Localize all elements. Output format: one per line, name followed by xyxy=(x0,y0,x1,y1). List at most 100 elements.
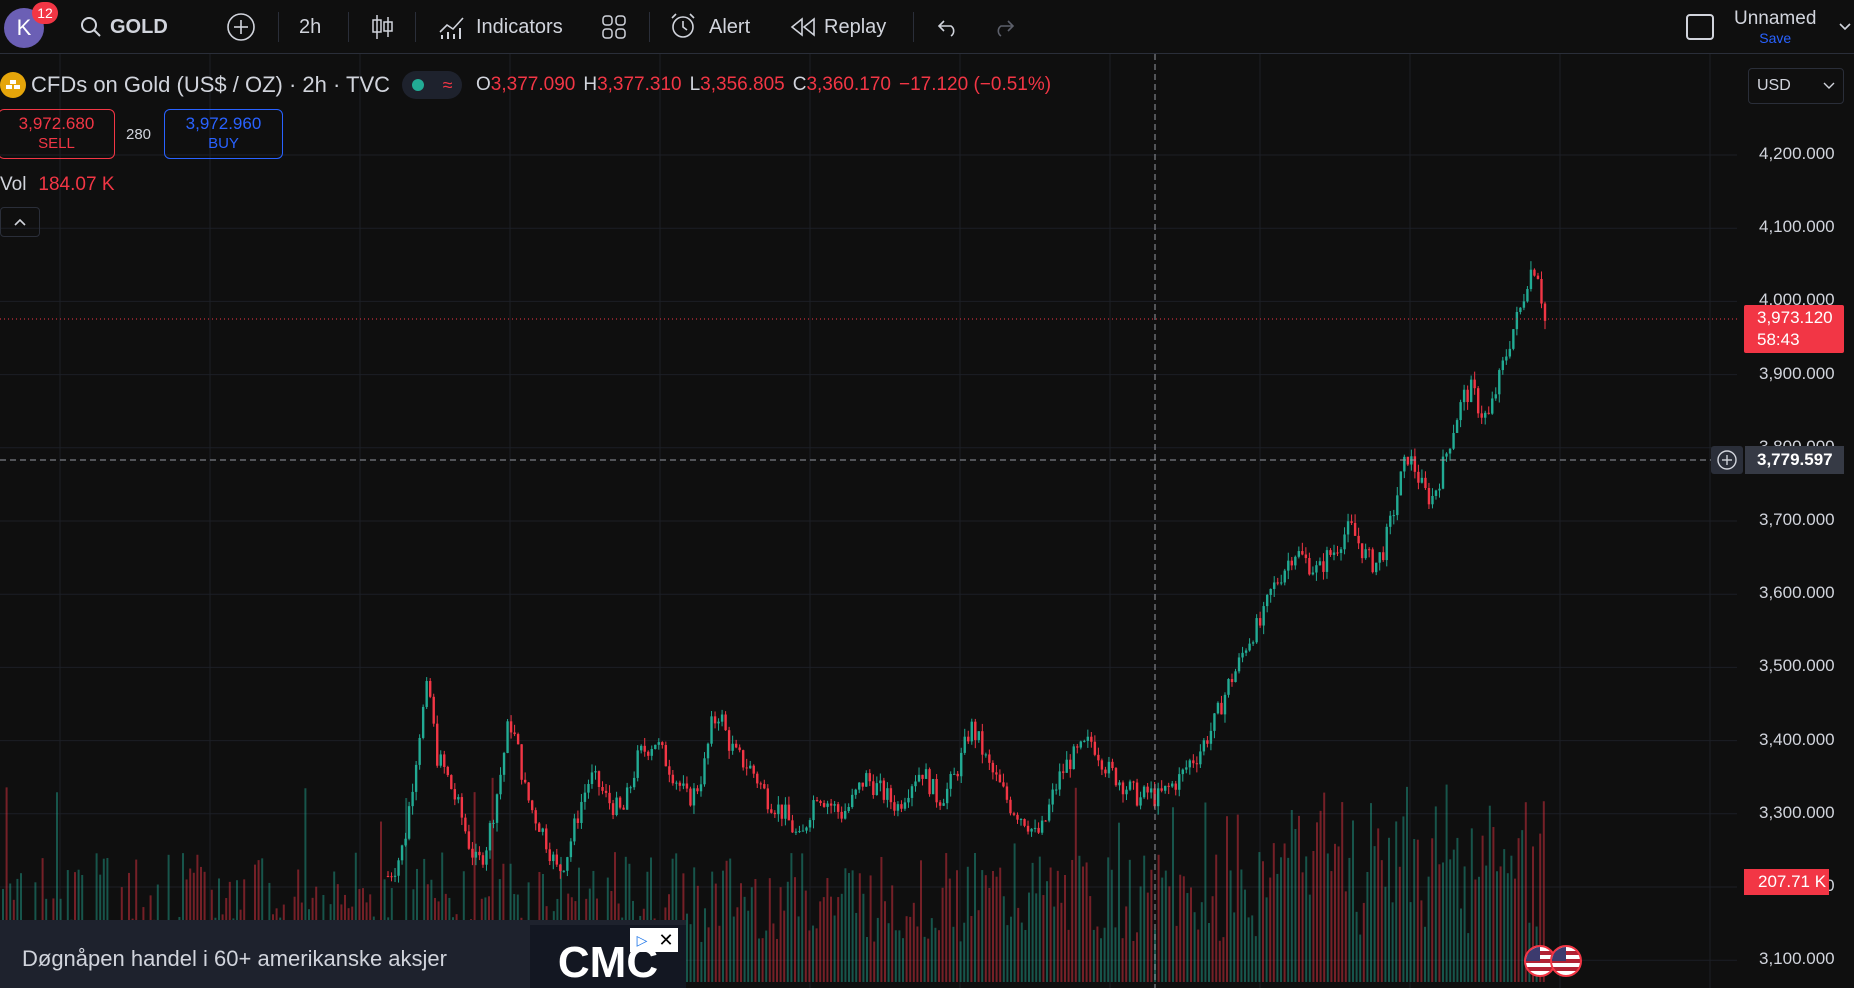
layout-menu-button[interactable] xyxy=(1838,0,1852,54)
ohlc-values: O3,377.090 H3,377.310 L3,356.805 C3,360.… xyxy=(476,74,1051,96)
compare-add-button[interactable] xyxy=(226,0,256,54)
candle-body xyxy=(523,779,527,783)
candle-body xyxy=(1526,289,1529,302)
candle-body xyxy=(538,823,541,832)
ad-text[interactable]: Døgnåpen handel i 60+ amerikanske aksjer xyxy=(22,946,447,971)
volume-bar xyxy=(1020,922,1023,982)
volume-bar xyxy=(1128,859,1131,982)
candle-body xyxy=(1427,488,1431,505)
candle-body xyxy=(798,831,801,833)
candle-body xyxy=(1420,477,1424,483)
candle-body xyxy=(559,864,562,872)
candle-body xyxy=(942,803,945,806)
candle-body xyxy=(1128,781,1132,790)
candle-body xyxy=(587,783,590,793)
candle-body xyxy=(1445,453,1448,457)
candle-body xyxy=(386,876,390,878)
plus-circle-icon xyxy=(227,13,255,41)
candle-body xyxy=(836,804,840,812)
candle-body xyxy=(625,787,629,810)
volume-bar xyxy=(1017,907,1020,982)
price-chart[interactable] xyxy=(0,0,1737,988)
volume-bar xyxy=(837,897,840,982)
volume-bar xyxy=(1121,938,1124,982)
candle-body xyxy=(938,802,942,806)
candle-body xyxy=(696,788,699,792)
volume-bar xyxy=(1352,820,1354,982)
symbol-label: GOLD xyxy=(110,15,168,38)
volume-bar xyxy=(1442,862,1444,982)
alert-button[interactable]: Alert xyxy=(669,0,750,54)
high-key: H xyxy=(583,74,598,95)
candle-body xyxy=(893,802,896,811)
volume-bar xyxy=(491,777,494,982)
volume-bar xyxy=(1391,902,1394,982)
candle-body xyxy=(457,797,460,800)
candle-body xyxy=(1424,477,1427,489)
volume-bar xyxy=(1362,902,1365,982)
layout-toggle-button[interactable] xyxy=(1686,0,1714,54)
volume-bar xyxy=(1470,828,1473,982)
candle-body xyxy=(1023,819,1026,826)
symbol-search-button[interactable]: GOLD xyxy=(80,0,168,54)
candle-body xyxy=(1206,740,1209,744)
undo-icon xyxy=(937,20,955,37)
candle-body xyxy=(1107,761,1111,774)
replay-button[interactable]: Replay xyxy=(790,0,886,54)
volume-bar xyxy=(1269,877,1272,982)
market-status-pill[interactable]: ≈ xyxy=(402,71,463,99)
candle-body xyxy=(815,800,819,802)
price-tick-label: 4,100.000 xyxy=(1759,217,1835,237)
save-link[interactable]: Save xyxy=(1759,30,1792,46)
candle-body xyxy=(935,779,938,803)
volume-bar xyxy=(1118,822,1120,982)
layout-name-button[interactable]: Unnamed Save xyxy=(1734,0,1816,54)
volume-bar xyxy=(891,885,894,982)
collapse-legend-button[interactable] xyxy=(0,207,40,237)
candle-body xyxy=(1248,643,1251,651)
ad-choices-icon[interactable]: ▷ xyxy=(630,928,654,952)
toolbar-divider xyxy=(348,12,349,42)
add-alert-plus-button[interactable] xyxy=(1711,446,1743,474)
candle-body xyxy=(1163,785,1167,791)
buy-button[interactable]: 3,972.960 BUY xyxy=(164,109,283,159)
candle-body xyxy=(900,804,903,809)
volume-bar xyxy=(1172,807,1174,982)
candle-body xyxy=(756,773,759,784)
volume-bar xyxy=(1103,927,1106,982)
ad-close-icon[interactable]: ✕ xyxy=(654,928,678,952)
volume-bar xyxy=(1424,926,1426,982)
candle-body xyxy=(914,781,917,787)
indicators-button[interactable]: Indicators xyxy=(438,0,563,54)
candle-body xyxy=(1209,730,1213,744)
candle-body xyxy=(545,828,548,850)
volume-bar xyxy=(1337,846,1340,982)
candle-body xyxy=(1522,301,1526,308)
price-axis[interactable]: 4,200.0004,100.0004,000.0003,900.0003,80… xyxy=(1737,54,1854,988)
candle-body xyxy=(995,772,998,775)
volume-bar xyxy=(952,926,955,982)
layouts-button[interactable] xyxy=(601,0,627,54)
volume-bar xyxy=(963,922,966,982)
candle-body xyxy=(1146,786,1149,793)
chart-type-button[interactable] xyxy=(370,0,394,54)
candle-body xyxy=(615,797,618,815)
economic-events[interactable] xyxy=(1524,945,1582,977)
candle-body xyxy=(1448,448,1452,454)
candle-body xyxy=(1501,360,1504,371)
interval-button[interactable]: 2h xyxy=(299,0,321,54)
symbol-title[interactable]: CFDs on Gold (US$ / OZ) · 2h · TVC xyxy=(31,72,391,97)
undo-button[interactable] xyxy=(936,0,960,54)
sell-button[interactable]: 3,972.680 SELL xyxy=(0,109,115,159)
candle-body xyxy=(1058,771,1061,790)
volume-bar xyxy=(1330,871,1333,982)
us-flag-icon[interactable] xyxy=(1524,945,1556,977)
currency-select[interactable]: USD xyxy=(1748,68,1844,104)
volume-bar xyxy=(725,860,728,982)
us-flag-icon[interactable] xyxy=(1550,945,1582,977)
candle-body xyxy=(404,838,407,846)
redo-button[interactable] xyxy=(992,0,1016,54)
alert-label: Alert xyxy=(709,15,751,38)
volume-bar xyxy=(938,930,940,982)
volume-bar xyxy=(1233,912,1236,982)
